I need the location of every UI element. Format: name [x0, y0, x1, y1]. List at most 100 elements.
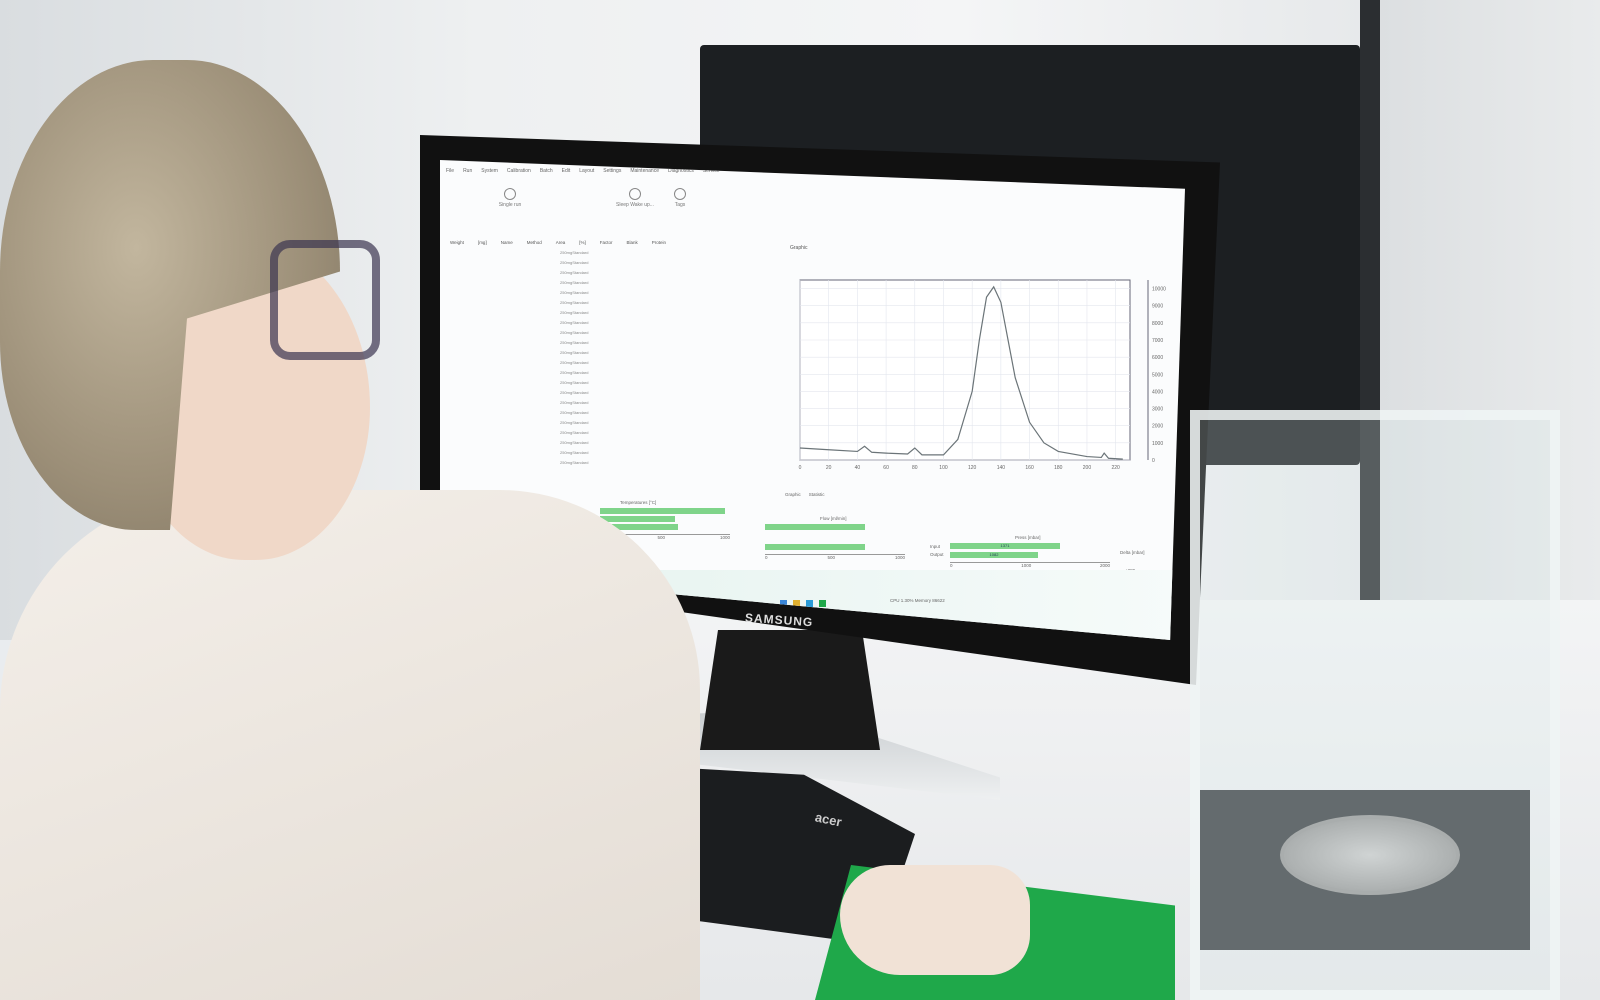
y-tick-label: 1000: [1152, 441, 1163, 447]
monitor-stand: [700, 630, 880, 750]
table-row[interactable]: 250mgStandard: [450, 270, 780, 275]
table-row[interactable]: 250mgStandard: [450, 320, 780, 325]
method-cell: 250mgStandard: [560, 440, 589, 445]
table-row[interactable]: 250mgStandard: [450, 280, 780, 285]
method-cell: 250mgStandard: [560, 380, 589, 385]
table-row[interactable]: 250mgStandard: [450, 310, 780, 315]
y-tick-label: 9000: [1152, 304, 1163, 310]
menu-item[interactable]: File: [446, 168, 455, 174]
toolbar-sleep[interactable]: Sleep Wake up...: [615, 188, 655, 208]
run-icon: [504, 188, 516, 200]
menu-item[interactable]: Service: [702, 168, 720, 174]
balance-weighing-pan: [1280, 815, 1460, 895]
tab-graphic[interactable]: Graphic: [785, 492, 801, 497]
chromatogram-line: [799, 285, 1123, 460]
method-cell: 250mgStandard: [560, 360, 589, 365]
column-header[interactable]: [%]: [579, 240, 586, 245]
y-tick-label: 6000: [1152, 355, 1163, 361]
x-tick-label: 220: [1111, 465, 1120, 471]
safety-glasses: [270, 240, 380, 360]
folder-icon[interactable]: [793, 600, 800, 607]
person-lab-coat: [0, 490, 700, 1000]
table-row[interactable]: 250mgStandard: [450, 430, 780, 435]
table-row[interactable]: 250mgStandard: [450, 420, 780, 425]
column-header[interactable]: Blank: [626, 240, 638, 245]
table-row[interactable]: 250mgStandard: [450, 440, 780, 445]
table-row[interactable]: 250mgStandard: [450, 300, 780, 305]
table-row[interactable]: 250mgStandard: [450, 390, 780, 395]
temperature-bar: [600, 524, 678, 530]
table-row[interactable]: 250mgStandard: [450, 380, 780, 385]
method-cell: 250mgStandard: [560, 320, 589, 325]
menu-item[interactable]: Maintenance: [630, 168, 659, 174]
table-row[interactable]: 250mgStandard: [450, 260, 780, 265]
sleep-icon: [629, 188, 641, 200]
flow-title: Flow [ml/min]: [820, 516, 847, 521]
method-cell: 250mgStandard: [560, 340, 589, 345]
menu-item[interactable]: Calibration: [506, 168, 531, 174]
press-input-label: Input: [930, 544, 941, 549]
flow-bar: [765, 544, 865, 550]
method-cell: 250mgStandard: [560, 370, 589, 375]
y-tick-label: 5000: [1152, 372, 1163, 378]
method-cell: 250mgStandard: [560, 280, 589, 285]
browser-icon[interactable]: [806, 600, 813, 607]
tab-statistic[interactable]: Statistic: [808, 492, 825, 497]
table-row[interactable]: 250mgStandard: [450, 340, 780, 345]
y-tick-label: 8000: [1152, 321, 1163, 327]
table-row[interactable]: 250mgStandard: [450, 450, 780, 455]
column-header[interactable]: Protein: [651, 240, 667, 245]
green-app-icon[interactable]: [819, 600, 826, 607]
column-header[interactable]: Factor: [599, 240, 613, 245]
menu-item[interactable]: Edit: [561, 168, 571, 174]
x-tick-label: 80: [912, 465, 918, 471]
method-cell: 250mgStandard: [560, 450, 589, 455]
method-cell: 250mgStandard: [560, 260, 589, 265]
temperature-title: Temperatures [°C]: [620, 500, 657, 505]
flow-bar: [765, 524, 865, 530]
table-row[interactable]: 250mgStandard: [450, 400, 780, 405]
method-cell: 250mgStandard: [560, 250, 589, 255]
app-icon[interactable]: [780, 600, 787, 607]
table-row[interactable]: 250mgStandard: [450, 290, 780, 295]
column-header[interactable]: Name: [500, 240, 513, 245]
method-cell: 250mgStandard: [560, 460, 589, 465]
table-row[interactable]: 250mgStandard: [450, 460, 780, 465]
x-tick-label: 200: [1083, 465, 1092, 471]
y-tick-label: 7000: [1152, 338, 1163, 344]
toolbar-single-run[interactable]: Single run: [490, 188, 530, 208]
press-title: Press [mbar]: [1015, 535, 1041, 540]
method-cell: 250mgStandard: [560, 400, 589, 405]
gloved-hand: [840, 865, 1030, 975]
x-tick-label: 20: [826, 465, 832, 471]
graph-tabs: Graphic Statistic: [785, 492, 825, 497]
menu-item[interactable]: Layout: [579, 168, 595, 174]
table-row[interactable]: 250mgStandard: [450, 360, 780, 365]
method-cell: 250mgStandard: [560, 410, 589, 415]
x-tick-label: 140: [997, 465, 1006, 471]
menu-item[interactable]: Batch: [539, 168, 553, 174]
table-row[interactable]: 250mgStandard: [450, 250, 780, 255]
toolbar-tags[interactable]: Tags: [660, 188, 700, 208]
column-header[interactable]: Area: [555, 240, 566, 245]
table-row[interactable]: 250mgStandard: [450, 370, 780, 375]
x-tick-label: 120: [968, 465, 977, 471]
menu-item[interactable]: System: [481, 168, 498, 174]
y-tick-label: 10000: [1152, 287, 1166, 293]
menu-item[interactable]: Settings: [603, 168, 622, 174]
table-row[interactable]: 250mgStandard: [450, 410, 780, 415]
graphic-panel-title: Graphic: [790, 245, 808, 251]
press-output-label: Output: [930, 552, 944, 557]
column-header[interactable]: Weight: [450, 240, 464, 245]
method-cell: 250mgStandard: [560, 350, 589, 355]
x-tick-label: 60: [883, 465, 889, 471]
table-row[interactable]: 250mgStandard: [450, 330, 780, 335]
column-header[interactable]: [mg]: [477, 240, 487, 245]
table-row[interactable]: 250mgStandard: [450, 350, 780, 355]
column-header[interactable]: Method: [526, 240, 542, 245]
menu-item[interactable]: Run: [463, 168, 473, 174]
press-input-bar: 1371: [950, 543, 1060, 549]
menu-item[interactable]: Diagnostics: [667, 168, 694, 174]
x-tick-label: 100: [939, 465, 948, 471]
analytical-balance-enclosure: [1190, 410, 1560, 1000]
